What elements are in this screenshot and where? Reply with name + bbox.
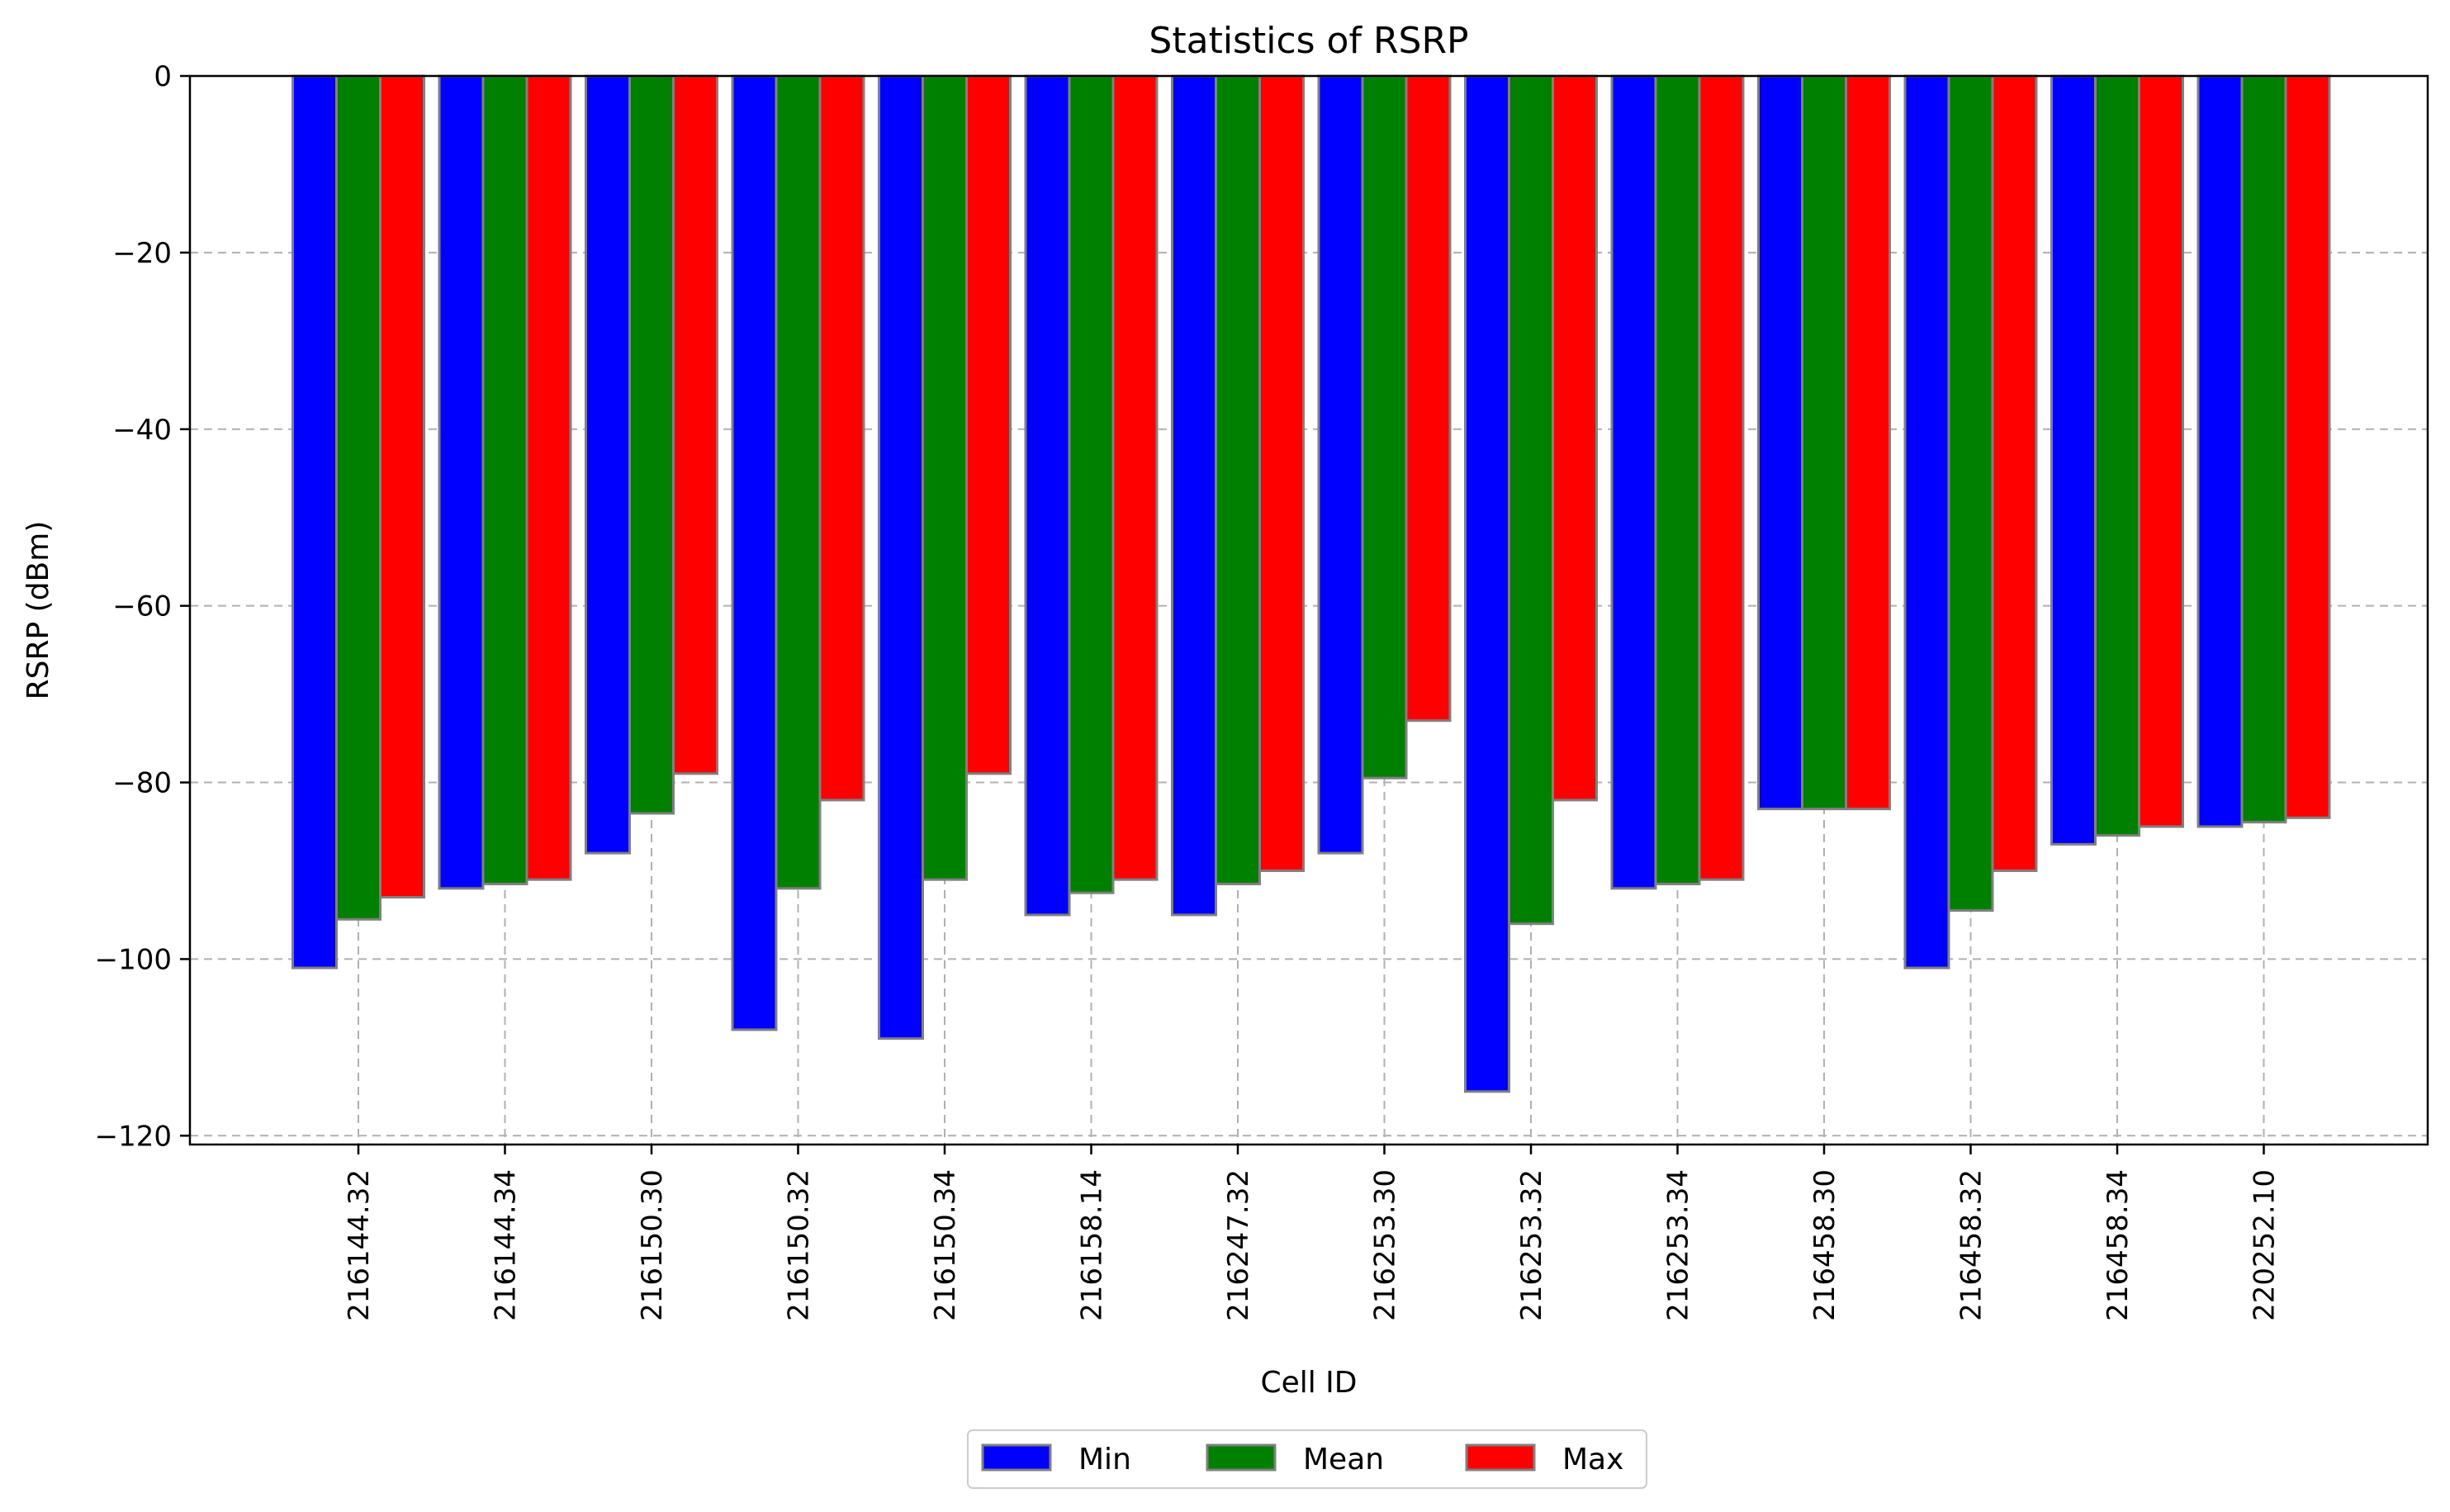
bar-mean [628,74,675,815]
x-tick-label: 216253.34 [1662,1169,1695,1321]
x-tick-label: 216150.32 [783,1169,816,1321]
legend-swatch-min [981,1443,1052,1472]
bar-mean [2094,74,2140,837]
bar-mean [922,74,968,881]
bar-max [1405,74,1452,723]
x-tick-label: 216247.32 [1222,1169,1255,1321]
bar-min [1464,74,1510,1093]
y-tick-label: −40 [112,414,172,447]
bar-mean [1068,74,1115,894]
x-tick-label: 216144.34 [490,1169,523,1321]
bars [291,74,2331,1093]
bar-min [1757,74,1803,811]
bar-max [1698,74,1745,881]
x-tick-label: 216458.34 [2102,1169,2135,1321]
bar-mean [1801,74,1847,811]
x-tick-label: 220252.10 [2249,1169,2282,1321]
x-axis-label: Cell ID [1260,1366,1357,1400]
bar-mean [1215,74,1261,886]
bar-mean [481,74,528,886]
bar-max [1991,74,2038,872]
x-tick-label: 216144.32 [343,1169,376,1321]
legend: Min Mean Max [967,1429,1647,1489]
bar-min [878,74,924,1040]
bar-max [1258,74,1305,872]
plot-frame [188,74,2429,1146]
bar-max [965,74,1012,775]
y-tick-label: −100 [95,943,172,976]
bar-mean [335,74,381,921]
bar-mean [1654,74,1701,886]
bar-max [1552,74,1598,802]
x-tick-label: 216150.30 [636,1169,669,1321]
bar-min [1610,74,1657,890]
x-tick-label: 216458.30 [1808,1169,1841,1321]
y-tick-label: −60 [112,590,172,623]
y-axis-label: RSRP (dBm) [21,521,55,700]
x-tick-label: 216158.14 [1076,1169,1109,1321]
bar-max [379,74,425,899]
bar-max [672,74,718,775]
bar-min [1317,74,1364,855]
bar-mean [1947,74,1994,912]
bar-min [1903,74,1950,969]
bar-max [2284,74,2331,819]
bar-min [1171,74,1217,917]
x-tick-label: 216150.34 [929,1169,962,1321]
bar-max [1845,74,1891,811]
bar-mean [1508,74,1554,926]
chart-title: Statistics of RSRP [1149,20,1468,62]
y-tick-label: −20 [112,237,172,270]
bar-min [438,74,485,890]
bar-min [2196,74,2244,828]
bar-mean [2240,74,2287,824]
bar-min [585,74,631,855]
y-tick-label: 0 [154,60,172,93]
bar-mean [775,74,822,890]
bar-max [525,74,572,881]
bar-min [731,74,778,1031]
bar-min [2050,74,2097,846]
y-tick-label: −80 [112,767,172,800]
legend-label-min: Min [1078,1443,1131,1476]
x-tick-label: 216253.32 [1515,1169,1548,1321]
bar-max [818,74,865,802]
legend-label-mean: Mean [1303,1443,1384,1476]
legend-swatch-max [1465,1443,1536,1472]
bar-max [2138,74,2184,828]
y-tick-label: −120 [95,1120,172,1153]
legend-label-max: Max [1562,1443,1623,1476]
x-tick-label: 216458.32 [1955,1169,1988,1321]
bar-min [291,74,338,969]
x-tick-label: 216253.30 [1369,1169,1402,1321]
ticks: 0 −20 −40 −60 −80 −100 −120 216144.32 216144.34 2… [95,60,2282,1321]
bar-mean [1361,74,1408,780]
bar-min [1024,74,1071,917]
legend-swatch-mean [1206,1443,1277,1472]
bar-max [1111,74,1159,881]
